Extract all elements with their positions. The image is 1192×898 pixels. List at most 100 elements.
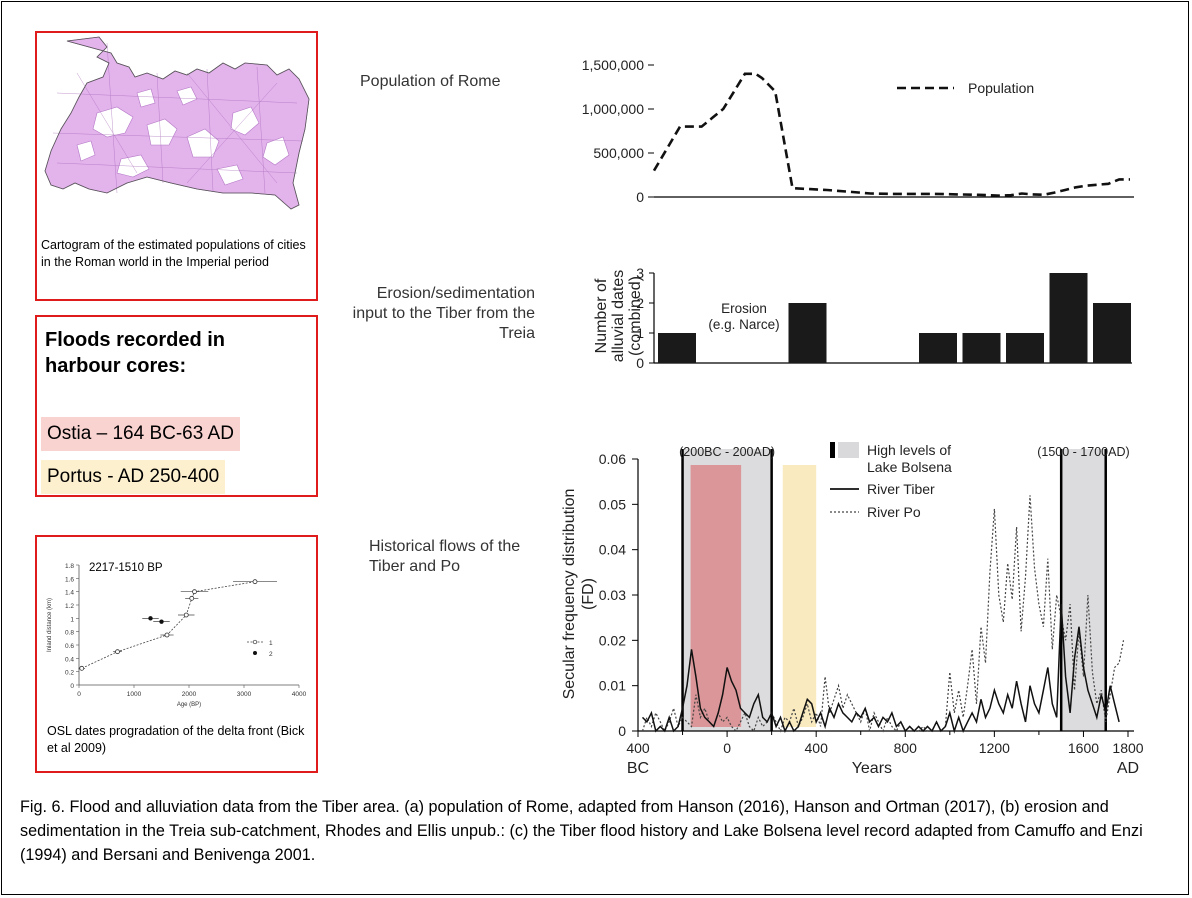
cartogram-box: Cartogram of the estimated populations o… [35, 31, 318, 301]
charts-svg: 0 500,000 1,000,000 1,500,000 Population 0 1 2 3… [561, 57, 1144, 777]
floods-y-tick-label: 0 [618, 723, 626, 739]
panel-b-label: Erosion/sedimentation input to the Tiber… [352, 285, 535, 342]
floods-y-tick-label: 0.02 [599, 632, 626, 648]
osl-y-tick-label: 0.2 [65, 670, 74, 677]
osl-y-label: Inland distance (km) [47, 598, 53, 652]
cartogram-caption: Cartogram of the estimated populations o… [41, 238, 306, 269]
osl-x-tick-label: 0 [77, 691, 81, 698]
osl-y-tick-label: 0.4 [65, 656, 74, 663]
osl-y-tick-label: 0 [70, 683, 74, 690]
osl-y-tick-label: 1 [70, 616, 74, 623]
osl-series2-point [159, 619, 164, 624]
osl-y-tick-label: 1.8 [65, 563, 74, 570]
erosion-y-tick-label: 1 [636, 325, 644, 341]
erosion-y-tick-label: 0 [636, 355, 644, 371]
legend-tiber-label: River Tiber [867, 481, 935, 497]
osl-x-label: Age (BP) [177, 702, 201, 708]
floods-x-tick-label: 400 [626, 740, 650, 756]
cartogram-map [44, 36, 310, 210]
river-tiber-line [641, 604, 1120, 734]
population-y-tick-label: 1,500,000 [582, 57, 644, 73]
figure-caption: Fig. 6. Flood and alluviation data from … [20, 798, 1143, 864]
osl-x-tick-label: 3000 [237, 691, 252, 698]
erosion-y-tick-label: 3 [636, 265, 644, 281]
legend-po-label: River Po [867, 504, 921, 520]
osl-y-tick-label: 0.8 [65, 630, 74, 637]
erosion-annotation-line: Erosion [721, 301, 767, 316]
erosion-y-tick-label: 2 [636, 295, 644, 311]
portus-flood-label: Portus - AD 250-400 [41, 460, 226, 494]
erosion-bar [1006, 333, 1044, 363]
osl-series1-point [183, 612, 189, 618]
osl-title: 2217-1510 BP [89, 562, 163, 574]
erosion-bar [919, 333, 957, 363]
floods-x-label: Years [852, 760, 892, 777]
period-label-roman: (200BC - 200AD) [679, 445, 775, 459]
floods-title: Floods recorded in harbour cores: [45, 329, 226, 377]
erosion-bar [788, 303, 827, 363]
erosion-y-label-line: (combined) [627, 276, 644, 356]
osl-y-tick-label: 1.4 [65, 590, 74, 597]
erosion-y-label-line: alluvial dates [610, 270, 627, 363]
osl-legend2-label: 2 [269, 651, 273, 658]
osl-y-tick-label: 1.6 [65, 576, 74, 583]
panel-c-label: Historical flows of the Tiber and Po [369, 538, 521, 575]
floods-x-tick-label: 1200 [979, 740, 1010, 756]
erosion-y-label-line: Number of [593, 278, 610, 353]
floods-x-tick-label: 400 [805, 740, 829, 756]
ostia-flood-label: Ostia – 164 BC-63 AD [41, 417, 240, 451]
erosion-annotation: Erosion (e.g. Narce) [708, 301, 779, 332]
population-legend-label: Population [968, 80, 1034, 96]
osl-x-tick-label: 4000 [292, 691, 307, 698]
erosion-bar [658, 333, 696, 363]
osl-chart: 2217-1510 BP 0 0.2 0.4 0.6 0.8 1 1.2 1.4 1.6 1.8 0… [47, 562, 307, 708]
floods-y-tick-label: 0.03 [599, 587, 626, 603]
population-y-tick-label: 0 [636, 189, 644, 205]
floods-y-tick-label: 0.05 [599, 496, 626, 512]
osl-series2-point [148, 616, 153, 621]
erosion-bar [1049, 273, 1088, 363]
osl-series1-point [189, 595, 195, 601]
floods-box: Floods recorded in harbour cores: Ostia … [35, 315, 318, 497]
osl-x-tick-label: 1000 [127, 691, 142, 698]
osl-series1-point [164, 632, 170, 638]
legend-lake-swatch [838, 442, 859, 458]
population-series-line [652, 72, 1130, 198]
population-y-tick-label: 500,000 [593, 145, 644, 161]
legend-lake-label-2: Lake Bolsena [867, 459, 952, 475]
harbour-flood-span [782, 465, 817, 727]
erosion-bar [1093, 303, 1131, 363]
osl-series1-point [115, 649, 120, 655]
floods-x-tick-label: 0 [723, 740, 731, 756]
floods-y-tick-label: 0.04 [599, 542, 626, 558]
osl-series1-point [192, 589, 197, 595]
population-y-tick-label: 1,000,000 [582, 101, 644, 117]
panel-a-label: Population of Rome [360, 73, 501, 90]
floods-y-tick-label: 0.06 [599, 451, 626, 467]
osl-box: 2217-1510 BP 0 0.2 0.4 0.6 0.8 1 1.2 1.4 1.6 1.8 0… [35, 535, 318, 773]
river-po-line [641, 495, 1125, 733]
osl-series1-point [252, 579, 258, 585]
osl-y-tick-label: 0.6 [65, 643, 74, 650]
legend-lake-label-1: High levels of [867, 442, 951, 458]
floods-x-tick-label: 1600 [1068, 740, 1099, 756]
erosion-bar [962, 333, 1001, 363]
osl-legend2-marker [253, 651, 257, 655]
lake-level-band [1061, 449, 1106, 731]
osl-legend1-marker [252, 639, 258, 645]
osl-caption: OSL dates progradation of the delta fron… [47, 724, 305, 755]
erosion-y-label: Number ofalluvial dates(combined) [593, 270, 644, 363]
floods-x-tick-label: 1800 [1112, 740, 1143, 756]
erosion-annotation-line: (e.g. Narce) [708, 317, 779, 332]
floods-y-label: Secular frequency distribution (FD) [561, 489, 597, 700]
legend-lake-bar [830, 442, 835, 458]
osl-y-tick-label: 1.2 [65, 603, 74, 610]
floods-x-end-bc: BC [627, 760, 649, 777]
osl-series1-point [79, 665, 85, 671]
period-label-littleiceage: (1500 - 1700AD) [1037, 445, 1129, 459]
osl-legend1-label: 1 [269, 640, 273, 647]
floods-x-tick-label: 800 [894, 740, 918, 756]
floods-y-label-line: Secular frequency distribution [561, 489, 578, 700]
floods-x-end-ad: AD [1117, 760, 1139, 777]
